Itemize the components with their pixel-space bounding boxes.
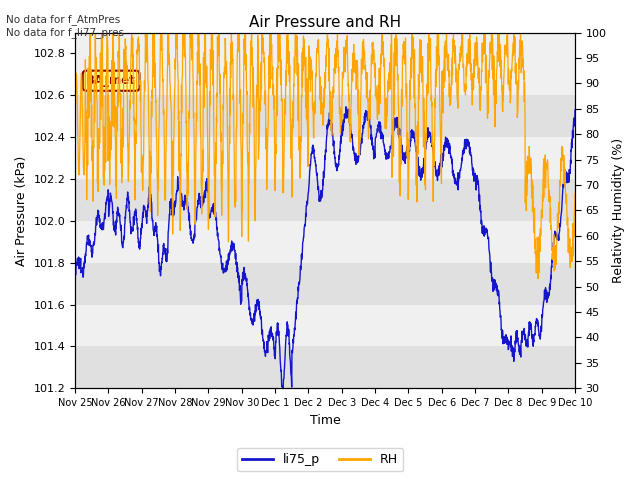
Text: BA_met: BA_met (86, 74, 136, 87)
Bar (75, 179, 575, 221)
Bar (75, 96, 575, 137)
Text: No data for f_AtmPres
No data for f_li77_pres: No data for f_AtmPres No data for f_li77… (6, 14, 124, 38)
Y-axis label: Relativity Humidity (%): Relativity Humidity (%) (612, 138, 625, 283)
Legend: li75_p, RH: li75_p, RH (237, 448, 403, 471)
Title: Air Pressure and RH: Air Pressure and RH (249, 15, 401, 30)
Y-axis label: Air Pressure (kPa): Air Pressure (kPa) (15, 156, 28, 265)
Bar (75, 263, 575, 305)
Bar (75, 221, 575, 263)
Bar (75, 137, 575, 179)
X-axis label: Time: Time (310, 414, 340, 427)
Bar (75, 347, 575, 388)
Bar (75, 53, 575, 96)
Bar (75, 305, 575, 347)
